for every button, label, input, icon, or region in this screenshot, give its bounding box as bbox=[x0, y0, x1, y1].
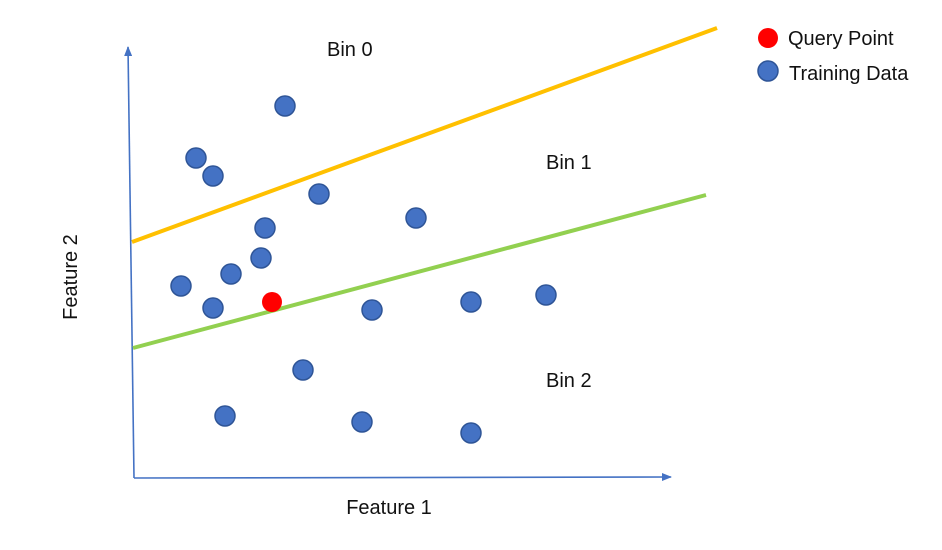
y-axis bbox=[124, 46, 135, 479]
bin-0-label: Bin 0 bbox=[327, 39, 373, 61]
training-point bbox=[214, 405, 236, 427]
training-point bbox=[170, 275, 192, 297]
bin-1-label: Bin 1 bbox=[546, 152, 592, 174]
training-point bbox=[405, 207, 427, 229]
training-points bbox=[170, 95, 557, 444]
training-point bbox=[274, 95, 296, 117]
training-point bbox=[250, 247, 272, 269]
x-axis bbox=[133, 473, 672, 482]
legend-training-marker bbox=[757, 60, 779, 82]
training-point bbox=[535, 284, 557, 306]
training-point bbox=[292, 359, 314, 381]
training-point bbox=[185, 147, 207, 169]
training-point bbox=[351, 411, 373, 433]
x-axis-label: Feature 1 bbox=[346, 497, 432, 519]
training-point bbox=[361, 299, 383, 321]
training-point bbox=[460, 291, 482, 313]
training-point bbox=[220, 263, 242, 285]
y-axis-label: Feature 2 bbox=[60, 234, 82, 320]
training-point bbox=[460, 422, 482, 444]
query-point bbox=[262, 292, 282, 312]
training-point bbox=[202, 165, 224, 187]
upper-boundary bbox=[131, 26, 718, 244]
lower-boundary bbox=[132, 193, 707, 350]
bin-2-label: Bin 2 bbox=[546, 370, 592, 392]
legend-query-label: Query Point bbox=[788, 28, 894, 50]
training-point bbox=[254, 217, 276, 239]
training-point bbox=[308, 183, 330, 205]
legend-query-marker bbox=[758, 28, 778, 48]
training-point bbox=[202, 297, 224, 319]
legend-training-label: Training Data bbox=[789, 63, 909, 85]
legend: Query Point Training Data bbox=[757, 28, 909, 85]
